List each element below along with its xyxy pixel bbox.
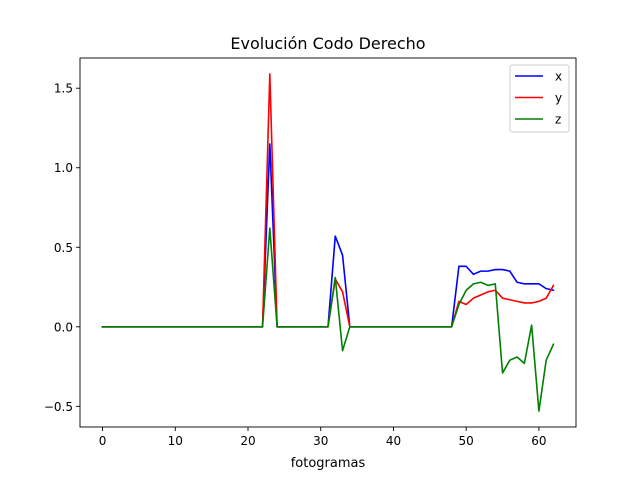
- legend: xyz: [509, 64, 570, 133]
- y-tick-label: 0.0: [54, 320, 73, 334]
- x-tick-label: 50: [459, 434, 474, 448]
- x-tick-label: 60: [531, 434, 546, 448]
- plot-area: [80, 58, 576, 427]
- legend-label-z: z: [555, 113, 561, 127]
- y-tick-label: 0.5: [54, 241, 73, 255]
- y-tick-label: 1.0: [54, 161, 73, 175]
- legend-label-x: x: [555, 70, 562, 84]
- series-line-z: [101, 227, 555, 412]
- legend-box: [509, 64, 570, 133]
- axes: 0 10 20 30 40 50 60 −0.5 0.0 0.5 1.0 1.5: [44, 57, 577, 448]
- x-tick-label: 20: [240, 434, 255, 448]
- axes-frame: [79, 57, 577, 428]
- x-tick-label: 10: [168, 434, 183, 448]
- x-tick-label: 30: [313, 434, 328, 448]
- legend-label-y: y: [555, 91, 562, 105]
- y-tick-label: 1.5: [54, 82, 73, 96]
- y-tick-label: −0.5: [44, 400, 73, 414]
- chart-title: Evolución Codo Derecho: [230, 34, 425, 53]
- plot-background: [80, 58, 576, 427]
- x-axis-label: fotogramas: [291, 456, 366, 471]
- series-group: [101, 73, 555, 412]
- x-tick-label: 0: [99, 434, 107, 448]
- x-tick-label: 40: [386, 434, 401, 448]
